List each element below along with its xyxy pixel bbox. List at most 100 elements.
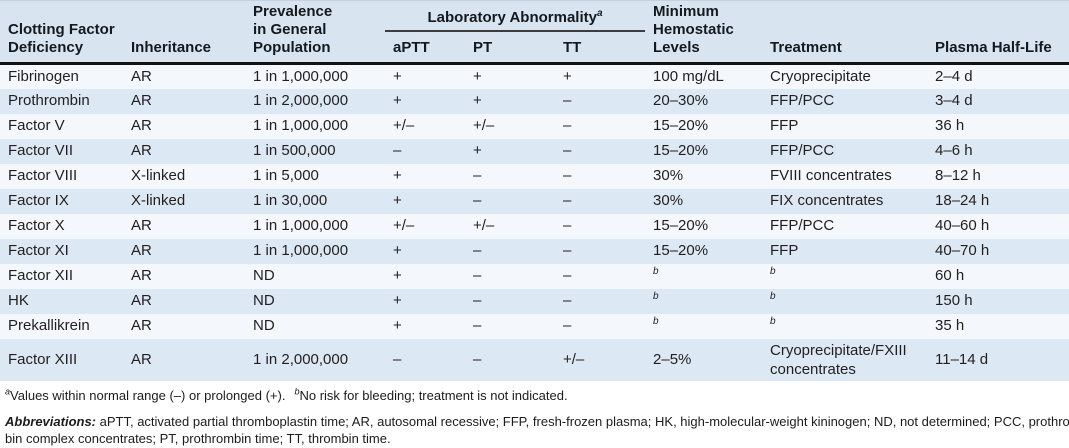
cell-pt: + xyxy=(473,68,482,86)
abbreviations-line2: bin complex concentrates; PT, prothrombi… xyxy=(5,430,391,446)
table-row: Factor XIII AR 1 in 2,000,000 – – +/– 2–5% Cryo… xyxy=(0,338,1069,381)
cell-half_life: 4–6 h xyxy=(935,142,973,160)
lab-group-label: Laboratory Abnormality xyxy=(427,8,597,26)
cell-min_hemostatic: b xyxy=(645,264,762,289)
cell-min_hemostatic: b xyxy=(645,289,762,314)
cell-pt: + xyxy=(473,142,482,160)
cell-treatment: b xyxy=(762,264,927,289)
cell-min_hemostatic: 15–20% xyxy=(653,117,709,135)
table-row: Factor X AR 1 in 1,000,000 +/– +/– – 15–20% FFP… xyxy=(0,213,1069,239)
abbreviations-text1: aPTT, activated partial thromboplastin t… xyxy=(96,413,1069,429)
cell-tt: – xyxy=(563,217,572,235)
cell-half_life: 11–14 d xyxy=(935,351,989,369)
cell-min_hemostatic: 15–20% xyxy=(653,142,709,160)
cell-inheritance: AR xyxy=(131,317,152,335)
cell-inheritance: AR xyxy=(131,92,152,110)
table-row: HK AR ND + – – b b 150 h xyxy=(0,288,1069,314)
cell-deficiency: Factor VIII xyxy=(8,167,78,185)
cell-inheritance: X-linked xyxy=(131,167,186,185)
cell-half_life: 3–4 d xyxy=(935,92,973,110)
col-header-tt: TT xyxy=(555,30,646,65)
col-header-min-hemostatic: Minimum Hemostatic Levels xyxy=(645,0,763,65)
cell-inheritance: AR xyxy=(131,351,152,369)
cell-prevalence: 1 in 500,000 xyxy=(253,142,336,160)
footnote-b-reference: b xyxy=(653,316,659,328)
footnote-b-reference: b xyxy=(653,291,659,303)
col-header-treatment: Treatment xyxy=(762,0,928,65)
cell-deficiency: HK xyxy=(8,292,29,310)
cell-tt: – xyxy=(563,117,572,135)
cell-half_life: 40–60 h xyxy=(935,217,990,235)
footnote-a-text: Values within normal range (–) or prolon… xyxy=(10,387,286,403)
cell-half_life: 35 h xyxy=(935,317,965,335)
cell-min_hemostatic: 20–30% xyxy=(653,92,709,110)
cell-half_life: 18–24 h xyxy=(935,192,990,210)
cell-pt: +/– xyxy=(473,117,495,135)
cell-half_life: 40–70 h xyxy=(935,242,990,260)
cell-treatment: FFP xyxy=(770,242,799,260)
col-header-inheritance: Inheritance xyxy=(123,0,245,65)
cell-aptt: + xyxy=(393,92,402,110)
cell-prevalence: 1 in 1,000,000 xyxy=(253,68,349,86)
cell-min_hemostatic: b xyxy=(645,314,762,339)
cell-aptt: + xyxy=(393,292,402,310)
cell-treatment: FVIII concentrates xyxy=(770,167,892,185)
cell-min_hemostatic: 15–20% xyxy=(653,217,709,235)
cell-prevalence: ND xyxy=(253,267,275,285)
col-header-aptt: aPTT xyxy=(385,30,465,65)
cell-tt: – xyxy=(563,92,572,110)
footnote-a-reference: a xyxy=(596,7,603,19)
cell-tt: + xyxy=(563,68,572,86)
abbreviations-line1: Abbreviations: aPTT, activated partial t… xyxy=(5,414,1069,431)
data-table: Clotting Factor Deficiency Inheritance P… xyxy=(0,0,1069,381)
cell-pt: – xyxy=(473,267,482,285)
table-row: Factor V AR 1 in 1,000,000 +/– +/– – 15–20% FFP… xyxy=(0,113,1069,139)
cell-deficiency: Fibrinogen xyxy=(8,68,79,86)
cell-min_hemostatic: 15–20% xyxy=(653,242,709,260)
cell-deficiency: Factor IX xyxy=(8,192,69,210)
cell-prevalence: 1 in 1,000,000 xyxy=(253,117,349,135)
cell-half_life: 2–4 d xyxy=(935,68,973,86)
cell-inheritance: AR xyxy=(131,117,152,135)
cell-aptt: + xyxy=(393,192,402,210)
cell-treatment: Cryoprecipitate xyxy=(770,68,871,86)
cell-deficiency: Factor VII xyxy=(8,142,74,160)
cell-half_life: 60 h xyxy=(935,267,965,285)
cell-deficiency: Factor V xyxy=(8,117,65,135)
table-header: Clotting Factor Deficiency Inheritance P… xyxy=(0,0,1069,65)
footnote-a-marker: a xyxy=(5,386,11,397)
cell-aptt: + xyxy=(393,317,402,335)
table-row: Factor VII AR 1 in 500,000 – + – 15–20% FFP/PCC… xyxy=(0,138,1069,164)
cell-prevalence: 1 in 2,000,000 xyxy=(253,351,349,369)
col-header-deficiency: Clotting Factor Deficiency xyxy=(0,0,123,65)
cell-inheritance: AR xyxy=(131,68,152,86)
cell-deficiency: Factor XIII xyxy=(8,351,78,369)
footnote-b: bNo risk for bleeding; treatment is not … xyxy=(294,386,568,403)
footnote-b-reference: b xyxy=(770,291,776,303)
cell-pt: – xyxy=(473,351,482,369)
cell-inheritance: AR xyxy=(131,267,152,285)
cell-half_life: 8–12 h xyxy=(935,167,981,185)
cell-treatment: b xyxy=(762,314,927,339)
cell-aptt: – xyxy=(393,351,402,369)
table-row: Factor VIII X-linked 1 in 5,000 + – – 30% FVIII… xyxy=(0,163,1069,189)
cell-treatment: FFP/PCC xyxy=(770,92,835,110)
cell-deficiency: Prekallikrein xyxy=(8,317,90,335)
col-header-half-life: Plasma Half-Life xyxy=(927,0,1069,65)
cell-tt: – xyxy=(563,167,572,185)
footnote-b-text: No risk for bleeding; treatment is not i… xyxy=(299,387,568,403)
cell-pt: – xyxy=(473,192,482,210)
table-row: Fibrinogen AR 1 in 1,000,000 + + +100 mg/dL Cr… xyxy=(0,63,1069,89)
table-row: Factor IX X-linked 1 in 30,000 + – – 30% FIX co… xyxy=(0,188,1069,214)
table-body: Fibrinogen AR 1 in 1,000,000 + + +100 mg/dL Cr… xyxy=(0,63,1069,381)
cell-tt: +/– xyxy=(563,351,585,369)
cell-deficiency: Factor X xyxy=(8,217,65,235)
col-group-laboratory-abnormality: Laboratory Abnormalitya xyxy=(385,0,646,32)
footnote-b-marker: b xyxy=(294,386,300,397)
cell-pt: +/– xyxy=(473,217,495,235)
cell-inheritance: AR xyxy=(131,217,152,235)
table-row: Prothrombin AR 1 in 2,000,000 + + – 20–30% FFP/… xyxy=(0,88,1069,114)
cell-prevalence: 1 in 1,000,000 xyxy=(253,242,349,260)
table-row: Factor XII AR ND + – – b b 60 h xyxy=(0,263,1069,289)
